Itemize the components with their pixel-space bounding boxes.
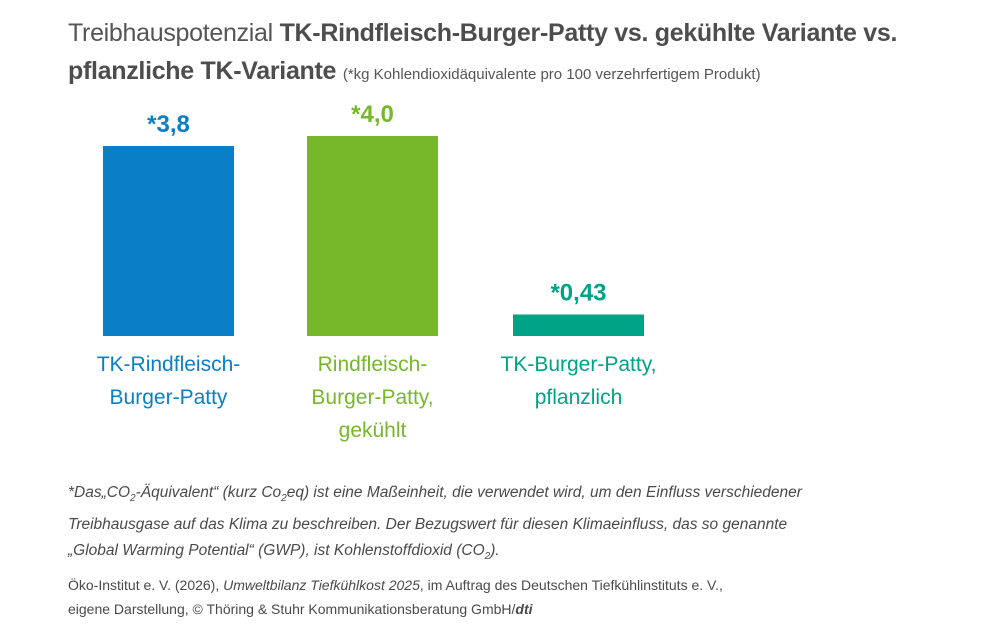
bar-1 xyxy=(103,146,234,336)
footnote-line-2: Treibhausgase auf das Klima zu beschreib… xyxy=(68,516,788,534)
value-label-1: *3,8 xyxy=(147,111,190,138)
value-label-3: *0,43 xyxy=(550,280,606,307)
source-line-2: eigene Darstellung, © Thöring & Stuhr Ko… xyxy=(68,601,533,617)
category-label-2-line-1: Rindfleisch- xyxy=(318,353,428,376)
value-label-2: *4,0 xyxy=(351,101,394,128)
category-label-2-line-3: gekühlt xyxy=(339,419,407,442)
footnote: *Das„CO2-Äquivalent“ (kurz Co2eq) ist ei… xyxy=(68,480,968,570)
source-line-1: Öko-Institut e. V. (2026), Umweltbilanz … xyxy=(68,577,723,593)
source-note: Öko-Institut e. V. (2026), Umweltbilanz … xyxy=(68,573,968,621)
title-unit-note: (*kg Kohlendioxidäquivalente pro 100 ver… xyxy=(342,66,761,83)
category-label-1-line-2: Burger-Patty xyxy=(110,386,228,409)
title-bold: TK-Rindfleisch-Burger-Patty vs. gekühlte… xyxy=(68,19,898,85)
title-light: Treibhauspotenzial xyxy=(68,19,280,47)
bar-2 xyxy=(307,136,438,336)
footnote-line-3: „Global Warming Potential“ (GWP), ist Ko… xyxy=(68,542,500,563)
footnote-line-1: *Das„CO2-Äquivalent“ (kurz Co2eq) ist ei… xyxy=(68,484,802,505)
category-label-3-line-2: pflanzlich xyxy=(535,386,623,409)
bar-3 xyxy=(513,314,644,336)
chart-title: Treibhauspotenzial TK-Rindfleisch-Burger… xyxy=(68,14,968,94)
category-label-2-line-2: Burger-Patty, xyxy=(311,386,433,409)
category-label-3-line-1: TK-Burger-Patty, xyxy=(501,353,657,376)
category-label-1-line-1: TK-Rindfleisch- xyxy=(97,353,241,376)
